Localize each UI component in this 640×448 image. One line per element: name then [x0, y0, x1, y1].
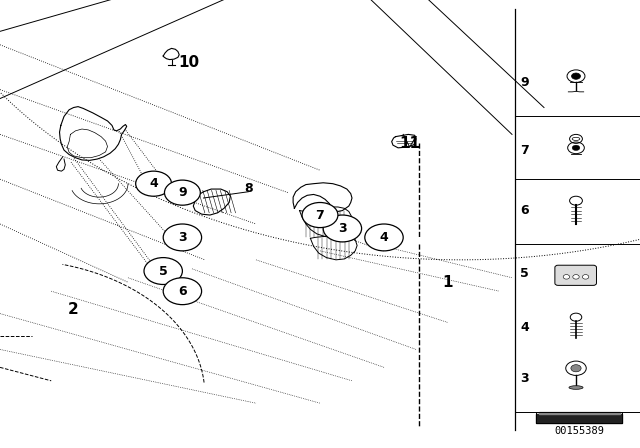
Circle shape: [571, 365, 581, 372]
Text: 7: 7: [520, 143, 529, 157]
Text: 00155389: 00155389: [554, 426, 604, 436]
Text: 4: 4: [149, 177, 158, 190]
FancyBboxPatch shape: [555, 265, 596, 285]
Polygon shape: [536, 414, 622, 423]
Circle shape: [365, 224, 403, 251]
Circle shape: [144, 258, 182, 284]
Circle shape: [136, 171, 172, 196]
Text: 9: 9: [178, 186, 187, 199]
Text: 3: 3: [178, 231, 187, 244]
Circle shape: [163, 224, 202, 251]
Text: 8: 8: [244, 181, 253, 195]
Circle shape: [323, 215, 362, 242]
Text: 10: 10: [178, 55, 200, 70]
Text: 5: 5: [159, 264, 168, 278]
Text: 5: 5: [520, 267, 529, 280]
Text: 4: 4: [520, 320, 529, 334]
Text: 6: 6: [178, 284, 187, 298]
Ellipse shape: [569, 386, 583, 389]
Text: 6: 6: [520, 204, 529, 217]
Circle shape: [582, 275, 589, 279]
Circle shape: [573, 275, 579, 279]
Text: 3: 3: [338, 222, 347, 235]
Text: 11: 11: [399, 136, 420, 151]
Circle shape: [563, 275, 570, 279]
Text: 1: 1: [443, 275, 453, 290]
Text: 7: 7: [316, 208, 324, 222]
Text: 2: 2: [68, 302, 79, 317]
Circle shape: [572, 73, 580, 79]
Text: 4: 4: [380, 231, 388, 244]
Text: 3: 3: [520, 372, 529, 385]
Polygon shape: [539, 412, 620, 414]
Circle shape: [302, 202, 338, 228]
Circle shape: [163, 278, 202, 305]
Circle shape: [572, 145, 580, 151]
Text: 9: 9: [520, 76, 529, 90]
Circle shape: [164, 180, 200, 205]
